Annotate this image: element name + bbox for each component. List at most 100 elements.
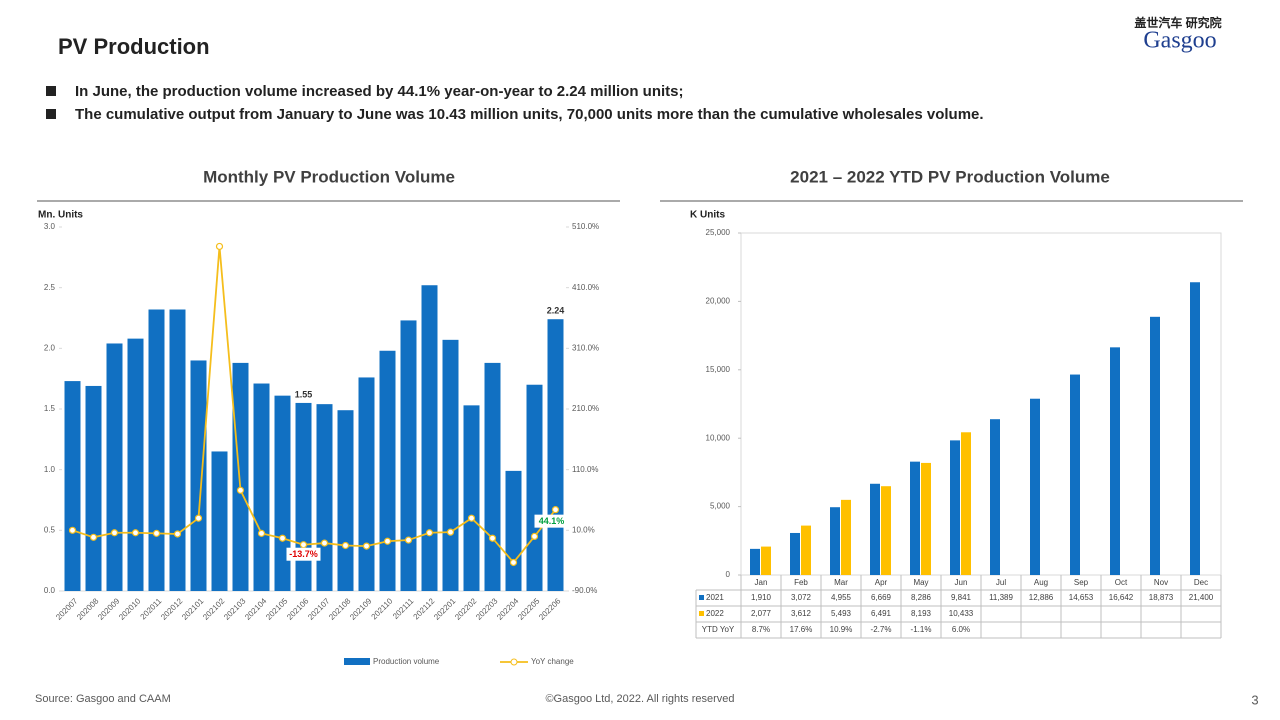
table-cell: 10.9% xyxy=(830,625,853,634)
x-tick-label: 202102 xyxy=(201,596,227,622)
line-marker xyxy=(194,514,203,522)
table-cell: -2.7% xyxy=(871,625,892,634)
y-tick-label: 25,000 xyxy=(706,228,731,237)
x-tick-label: Mar xyxy=(834,578,848,587)
bar xyxy=(921,462,931,575)
line-marker xyxy=(299,541,308,549)
table-cell: 10,433 xyxy=(949,609,974,618)
bar xyxy=(990,419,1000,575)
y2-tick-label: 410.0% xyxy=(572,283,599,292)
table-cell: 14,653 xyxy=(1069,593,1094,602)
bar xyxy=(295,402,312,591)
line-marker xyxy=(488,534,497,542)
legend-label: Production volume xyxy=(373,657,440,666)
line-marker xyxy=(362,542,371,550)
bar xyxy=(526,384,543,591)
data-label: 1.55 xyxy=(295,389,313,399)
y-tick-label: 3.0 xyxy=(44,222,56,231)
bar xyxy=(148,309,165,591)
y-tick-label: 0.0 xyxy=(44,586,56,595)
x-tick-label: Apr xyxy=(875,578,888,587)
bar xyxy=(484,362,501,591)
x-tick-label: 202101 xyxy=(180,596,206,622)
line-marker xyxy=(467,514,476,522)
bar xyxy=(1150,316,1160,575)
y-tick-label: 10,000 xyxy=(706,433,731,442)
x-tick-label: Sep xyxy=(1074,578,1089,587)
line xyxy=(72,246,557,564)
bar xyxy=(1070,374,1080,575)
data-label: -13.7% xyxy=(289,549,318,559)
line-marker xyxy=(110,529,119,537)
bar xyxy=(870,483,880,575)
line-marker xyxy=(173,530,182,538)
y-tick-label: 1.5 xyxy=(44,404,56,413)
y-tick-label: 15,000 xyxy=(706,365,731,374)
y2-tick-label: 510.0% xyxy=(572,222,599,231)
x-tick-label: 202201 xyxy=(432,596,458,622)
bar xyxy=(750,548,760,575)
logo-cn: 盖世汽车 研究院 xyxy=(1134,15,1221,30)
bar xyxy=(337,410,354,591)
chart-title: Monthly PV Production Volume xyxy=(203,167,455,186)
line-marker xyxy=(278,534,287,542)
table-cell: 6,491 xyxy=(871,609,892,618)
bullet-text: In June, the production volume increased… xyxy=(75,83,683,100)
table-cell: 8.7% xyxy=(752,625,770,634)
y-axis-label: Mn. Units xyxy=(38,210,83,221)
y-tick-label: 0.5 xyxy=(44,525,56,534)
x-tick-label: Nov xyxy=(1154,578,1168,587)
table-cell: 2,077 xyxy=(751,609,772,618)
label-box xyxy=(534,514,569,528)
bar xyxy=(1190,282,1200,575)
y2-tick-label: 110.0% xyxy=(572,465,599,474)
table-cell: 16,642 xyxy=(1109,593,1134,602)
line-marker xyxy=(320,539,329,547)
table-row-label: YTD YoY xyxy=(702,625,735,634)
table-cell: -1.1% xyxy=(911,625,932,634)
x-tick-label: 202008 xyxy=(75,596,101,622)
table-cell: 17.6% xyxy=(790,625,813,634)
bar xyxy=(316,404,333,591)
x-tick-label: 202009 xyxy=(96,596,122,622)
table-cell: 1,910 xyxy=(751,593,772,602)
legend-swatch xyxy=(699,611,704,616)
x-tick-label: 202010 xyxy=(117,596,143,622)
line-marker xyxy=(131,529,140,537)
line-marker xyxy=(551,506,560,514)
table-cell: 8,286 xyxy=(911,593,932,602)
bar xyxy=(910,461,920,575)
bar xyxy=(232,362,249,591)
line-marker xyxy=(68,526,77,534)
line-marker xyxy=(530,532,539,541)
x-tick-label: 202104 xyxy=(243,596,269,622)
x-tick-label: 202105 xyxy=(264,596,290,622)
data-label: 44.1% xyxy=(539,516,565,526)
y-tick-label: 0 xyxy=(726,570,731,579)
bar xyxy=(547,319,564,591)
line-marker xyxy=(236,486,245,494)
bullet-marker xyxy=(46,86,56,96)
table-cell: 8,193 xyxy=(911,609,932,618)
x-tick-label: Jun xyxy=(955,578,968,587)
x-tick-label: Jul xyxy=(996,578,1006,587)
bar xyxy=(127,338,144,591)
bullet-text: The cumulative output from January to Ju… xyxy=(75,106,984,123)
bar xyxy=(841,499,851,575)
y2-tick-label: -90.0% xyxy=(572,586,597,595)
bar xyxy=(358,377,375,591)
line-marker xyxy=(509,558,518,567)
legend-label: 2021 xyxy=(706,593,724,602)
x-tick-label: 202203 xyxy=(474,596,500,622)
bar xyxy=(505,470,522,591)
x-tick-label: 202012 xyxy=(159,596,185,622)
line-marker xyxy=(446,528,455,536)
y-tick-label: 20,000 xyxy=(706,297,731,306)
y2-tick-label: 210.0% xyxy=(572,404,599,413)
legend-label: 2022 xyxy=(706,609,724,618)
y-tick-label: 5,000 xyxy=(710,502,731,511)
bar xyxy=(106,343,123,591)
bar xyxy=(761,546,771,575)
table-cell: 3,612 xyxy=(791,609,812,618)
bar xyxy=(961,432,971,575)
